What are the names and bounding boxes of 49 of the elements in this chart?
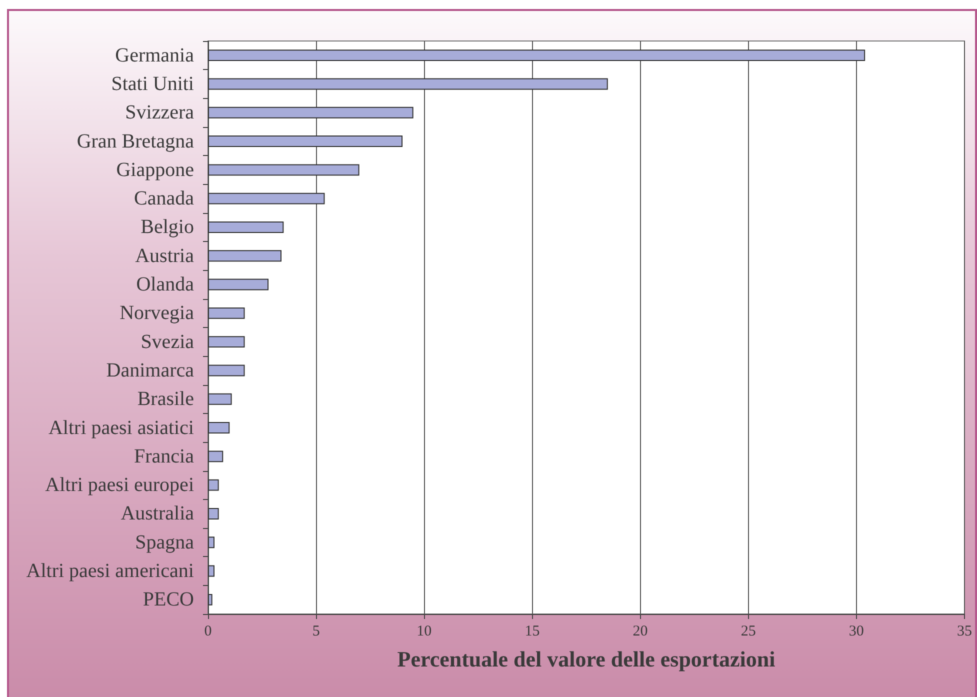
bar <box>208 536 214 548</box>
bar <box>208 393 232 405</box>
y-tick-label: PECO <box>142 588 194 611</box>
bar <box>208 594 212 606</box>
x-tick-label: 5 <box>312 624 320 640</box>
y-tick-label: Canada <box>134 188 194 210</box>
bar <box>208 136 403 148</box>
bar <box>208 565 214 577</box>
bar <box>208 336 245 348</box>
y-tick-label: Giappone <box>116 158 194 181</box>
y-tick-label: Germania <box>115 44 194 66</box>
bar <box>208 106 414 118</box>
bar <box>208 479 219 491</box>
x-tick-label: 15 <box>524 624 540 640</box>
bar <box>208 307 245 319</box>
x-tick-label: 20 <box>632 624 648 640</box>
y-tick-label: Altri paesi asiatici <box>48 416 194 439</box>
y-tick-label: Austria <box>135 244 194 267</box>
bar <box>208 250 282 262</box>
x-axis-title: Percentuale del valore delle esportazioni <box>397 646 776 672</box>
y-tick-label: Belgio <box>140 216 194 238</box>
y-tick-label: Altri paesi europei <box>45 474 194 496</box>
y-tick-label: Spagna <box>135 531 194 554</box>
x-tick-label: 0 <box>204 624 212 640</box>
bar <box>208 508 219 520</box>
y-tick-label: Olanda <box>136 274 194 296</box>
y-tick-label: Australia <box>120 502 194 525</box>
y-tick-label: Svizzera <box>125 102 194 124</box>
bar <box>208 164 360 176</box>
x-tick-label: 35 <box>957 624 972 640</box>
y-tick-label: Danimarca <box>106 359 194 382</box>
bar <box>208 422 230 434</box>
y-tick-label: Gran Bretagna <box>76 130 194 152</box>
bar <box>208 78 608 90</box>
bar <box>208 364 245 376</box>
y-tick-label: Svezia <box>140 330 194 353</box>
y-tick-label: Francia <box>134 445 194 468</box>
x-tick-label: 30 <box>848 624 864 640</box>
y-tick-label: Brasile <box>137 388 194 410</box>
bar <box>208 221 284 233</box>
y-tick-label: Norvegia <box>120 302 194 324</box>
x-tick-label: 10 <box>416 624 432 640</box>
bar <box>208 50 866 62</box>
y-tick-label: Altri paesi americani <box>26 560 194 582</box>
bar <box>208 278 269 290</box>
bar <box>208 192 325 204</box>
bar <box>208 450 224 462</box>
x-tick-label: 25 <box>740 624 756 640</box>
y-tick-label: Stati Uniti <box>111 72 194 95</box>
